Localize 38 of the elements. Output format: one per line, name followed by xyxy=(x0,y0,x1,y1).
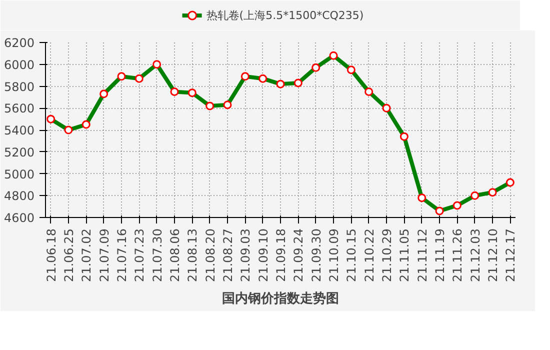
x-tick-label: 21.12.03 xyxy=(468,228,482,282)
x-tick-label: 21.08.27 xyxy=(220,228,235,282)
x-tick-label: 21.07.09 xyxy=(97,228,112,282)
x-tick-label: 21.12.10 xyxy=(486,228,500,282)
x-tick-label: 21.11.05 xyxy=(398,228,412,282)
x-tick-label: 21.08.06 xyxy=(168,228,182,282)
y-tick-label: 6000 xyxy=(4,58,35,72)
y-tick-label: 5400 xyxy=(4,124,35,138)
legend-label: 热轧卷(上海5.5*1500*CQ235) xyxy=(206,8,364,22)
x-tick-label: 21.09.30 xyxy=(309,228,324,282)
x-tick-label: 21.07.16 xyxy=(114,228,129,282)
y-tick-label: 5800 xyxy=(4,80,35,94)
x-tick-label: 21.06.18 xyxy=(44,228,58,282)
x-tick-label: 21.07.23 xyxy=(132,228,147,282)
x-tick-label: 21.09.03 xyxy=(238,228,253,282)
x-tick-label: 21.11.19 xyxy=(433,228,448,282)
x-tick-label: 21.09.18 xyxy=(274,228,288,282)
y-tick-label: 5600 xyxy=(4,102,35,116)
x-tick-label: 21.12.17 xyxy=(504,228,518,282)
x-tick-label: 21.08.13 xyxy=(186,228,200,282)
x-tick-label: 21.08.20 xyxy=(203,228,218,282)
x-tick-label: 21.09.10 xyxy=(256,228,270,282)
x-tick-label: 21.10.15 xyxy=(344,228,359,282)
x-tick-label: 21.10.22 xyxy=(362,228,376,282)
text: 国内钢价指数走势图 xyxy=(222,290,339,306)
x-tick-label: 21.07.02 xyxy=(80,228,94,282)
x-tick-label: 21.10.09 xyxy=(327,228,342,282)
x-tick-label: 21.07.30 xyxy=(150,228,164,282)
x-tick-label: 21.11.12 xyxy=(415,228,430,282)
y-tick-label: 5000 xyxy=(4,167,35,182)
x-tick-label: 21.06.25 xyxy=(62,228,76,282)
x-tick-label: 21.09.24 xyxy=(292,228,306,282)
y-tick-label: 4600 xyxy=(4,211,35,225)
x-tick-label: 21.11.26 xyxy=(450,228,465,282)
y-tick-label: 4800 xyxy=(4,189,35,204)
y-tick-label: 6200 xyxy=(4,36,35,50)
x-tick-label: 21.10.29 xyxy=(380,228,394,282)
y-tick-label: 5200 xyxy=(4,145,35,160)
